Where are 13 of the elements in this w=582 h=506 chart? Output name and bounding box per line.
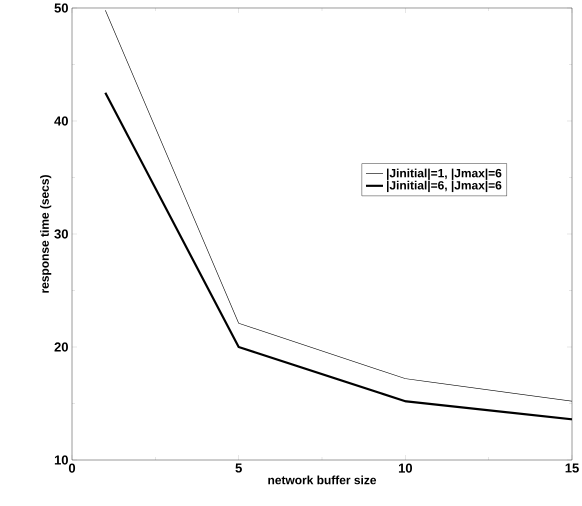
legend-label: |Jinitial|=1, |Jmax|=6 — [386, 168, 502, 180]
x-tick-label: 5 — [235, 464, 242, 473]
x-tick-label: 10 — [398, 464, 412, 473]
y-axis-title: response time (secs) — [40, 175, 52, 293]
y-tick-label: 20 — [54, 342, 68, 352]
legend-label: |Jinitial|=6, |Jmax|=6 — [386, 180, 502, 192]
x-axis-title: network buffer size — [268, 476, 376, 484]
x-tick-label: 15 — [566, 464, 579, 473]
y-tick-label: 50 — [54, 3, 68, 13]
y-tick-label: 30 — [54, 229, 68, 239]
y-tick-label: 10 — [54, 455, 68, 465]
y-tick-label: 40 — [54, 116, 68, 126]
x-tick-label: 0 — [68, 464, 76, 473]
